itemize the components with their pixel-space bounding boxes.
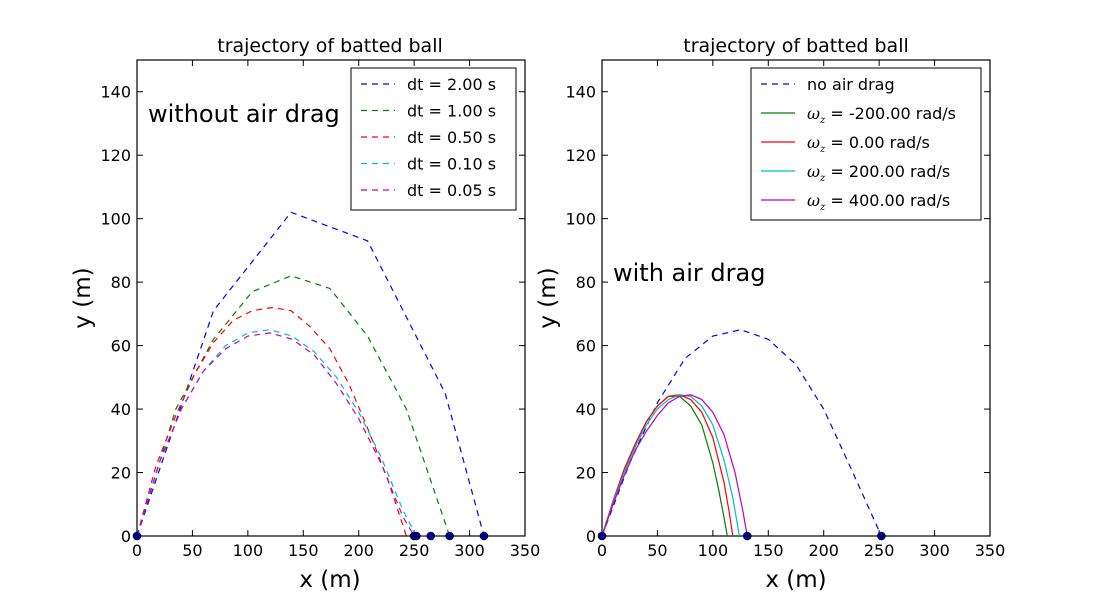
right-annotation: with air drag — [613, 259, 765, 287]
left-y-tick-label: 20 — [111, 464, 131, 483]
right-y-axis-label: y (m) — [535, 267, 561, 328]
left-legend: dt = 2.00 s dt = 1.00 s dt = 0.50 s dt = 0.… — [350, 67, 517, 211]
left-y-axis-label: y (m) — [70, 267, 96, 328]
right-y-tick-label: 60 — [576, 337, 596, 356]
right-series-group — [602, 329, 882, 536]
right-chart: trajectory of batted ball 0 50 100 150 200 25… — [535, 35, 1005, 593]
left-legend-label-4: dt = 0.05 s — [407, 181, 496, 200]
left-x-tick-label: 350 — [510, 541, 541, 560]
left-y-tick-label: 120 — [100, 146, 131, 165]
right-landing-marker — [597, 531, 607, 541]
left-legend-label-2: dt = 0.50 s — [407, 128, 496, 147]
left-landing-marker — [412, 531, 421, 541]
right-x-tick-label: 0 — [597, 541, 607, 560]
right-x-tick-label: 100 — [698, 541, 729, 560]
left-y-tick-label: 40 — [111, 400, 131, 419]
right-x-tick-label: 250 — [864, 541, 895, 560]
left-x-tick-label: 0 — [132, 541, 142, 560]
right-legend-box — [750, 67, 982, 221]
right-series-line-2 — [602, 394, 734, 536]
left-series-line-4 — [137, 332, 415, 536]
right-series-line-3 — [602, 394, 741, 536]
left-x-tick-label: 100 — [233, 541, 264, 560]
right-y-tick-label: 0 — [586, 527, 596, 546]
left-series-line-2 — [137, 306, 431, 536]
left-chart: trajectory of batted ball 0 50 100 150 200 25… — [70, 35, 540, 593]
right-y-tick-label: 40 — [576, 400, 596, 419]
left-x-tick-label: 300 — [454, 541, 485, 560]
left-y-tick-label: 100 — [100, 210, 131, 229]
left-series-group — [137, 211, 485, 536]
left-y-tick-label: 0 — [121, 527, 131, 546]
left-legend-label-1: dt = 1.00 s — [407, 102, 496, 121]
right-y-tick-label: 20 — [576, 464, 596, 483]
left-x-axis-label: x (m) — [299, 567, 360, 593]
left-x-tick-label: 50 — [182, 541, 202, 560]
right-series-line-4 — [602, 394, 748, 536]
left-chart-title: trajectory of batted ball — [217, 35, 443, 57]
right-x-tick-label: 300 — [919, 541, 950, 560]
left-y-tick-label: 80 — [111, 273, 131, 292]
right-landing-marker — [742, 531, 752, 541]
right-legend-label-3: ωz = 200.00 rad/s — [807, 162, 950, 184]
left-legend-label-3: dt = 0.10 s — [407, 155, 496, 174]
right-x-axis-label: x (m) — [765, 567, 826, 593]
left-landing-marker — [426, 531, 436, 541]
left-plot-area: 0 50 100 150 200 250 300 350 0 20 40 60 80 100 120 140 d… — [100, 59, 541, 560]
right-legend-label-4: ωz = 400.00 rad/s — [807, 191, 950, 213]
left-legend-label-0: dt = 2.00 s — [407, 75, 496, 94]
right-x-tick-label: 50 — [647, 541, 667, 560]
right-y-tick-label: 140 — [565, 83, 596, 102]
right-x-tick-label: 200 — [808, 541, 839, 560]
left-landing-marker — [132, 531, 142, 541]
left-series-line-1 — [137, 275, 451, 536]
right-plot-area: 0 50 100 150 200 250 300 350 0 20 40 60 80 100 120 140 n… — [565, 59, 1006, 560]
right-legend-label-0: no air drag — [807, 75, 895, 94]
left-annotation: without air drag — [148, 100, 340, 128]
left-series-line-0 — [137, 211, 485, 536]
right-legend-label-2: ωz = 0.00 rad/s — [807, 133, 930, 155]
right-y-tick-label: 100 — [565, 210, 596, 229]
right-y-tick-label: 80 — [576, 273, 596, 292]
left-landing-marker — [445, 531, 454, 541]
right-y-tick-label: 120 — [565, 146, 596, 165]
right-x-tick-label: 150 — [753, 541, 784, 560]
left-x-tick-label: 250 — [399, 541, 430, 560]
right-legend-label-1: ωz = -200.00 rad/s — [807, 104, 956, 126]
left-y-tick-label: 140 — [100, 83, 131, 102]
left-landing-marker — [479, 531, 489, 541]
left-y-tick-label: 60 — [111, 337, 131, 356]
left-x-tick-label: 200 — [343, 541, 374, 560]
left-legend-box — [350, 67, 517, 211]
left-x-tick-label: 150 — [288, 541, 319, 560]
right-chart-title: trajectory of batted ball — [683, 35, 909, 57]
right-x-tick-label: 350 — [975, 541, 1006, 560]
right-legend: no air drag ωz = -200.00 rad/s ωz = 0.00 r… — [750, 67, 982, 221]
right-landing-marker — [877, 531, 886, 541]
